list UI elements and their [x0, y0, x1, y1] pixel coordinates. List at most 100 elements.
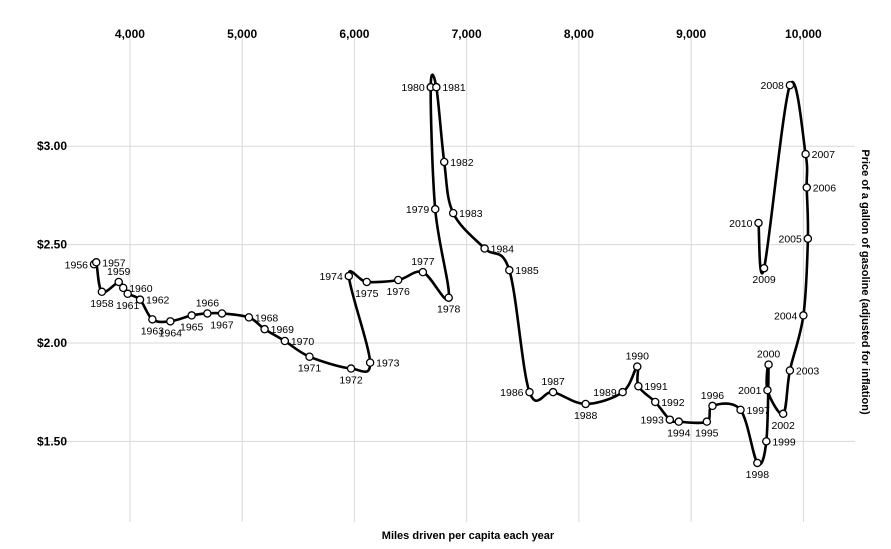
data-point [764, 360, 773, 369]
data-point [618, 387, 627, 397]
point-labels: 1956 1957 1958 1959 1960 1961 1962 196319641965… [65, 80, 837, 481]
data-point [344, 271, 354, 281]
point-label: 1964 [159, 327, 183, 339]
point-label: 1975 [355, 288, 379, 300]
data-point [444, 293, 453, 302]
y-tick-label: $2.00 [37, 336, 67, 350]
data-point [665, 415, 675, 424]
data-point [148, 315, 157, 324]
data-point [203, 309, 212, 318]
point-label: 2000 [757, 349, 781, 361]
point-label: 1968 [255, 312, 279, 324]
data-point [708, 401, 717, 411]
data-point [778, 409, 788, 419]
point-label: 1983 [459, 208, 483, 220]
data-point [674, 417, 684, 426]
data-point [135, 295, 145, 304]
data-point [432, 82, 441, 92]
data-point [702, 417, 712, 426]
y-tick-label: $3.00 [37, 139, 67, 153]
point-label: 1972 [339, 375, 363, 387]
point-label: 2008 [761, 80, 785, 92]
point-label: 1959 [107, 266, 131, 278]
data-points [89, 80, 813, 468]
y-axis-ticks: $1.50 $2.00 $2.50 $3.00 [37, 139, 67, 448]
point-label: 1960 [129, 283, 153, 295]
point-label: 1980 [401, 82, 425, 94]
point-label: 1984 [491, 244, 515, 256]
point-label: 1994 [667, 428, 691, 440]
data-point [505, 265, 514, 275]
data-point [525, 387, 534, 397]
data-point [548, 387, 558, 397]
point-label: 1978 [437, 304, 461, 316]
data-point [759, 263, 769, 273]
data-point [801, 149, 810, 159]
point-label: 1981 [442, 82, 466, 94]
data-point [92, 258, 101, 267]
point-label: 1965 [180, 321, 204, 333]
point-label: 2007 [812, 149, 836, 161]
x-tick-label: 10,000 [785, 27, 822, 41]
point-label: 1997 [747, 405, 771, 417]
point-label: 2005 [779, 234, 803, 246]
x-tick-label: 6,000 [339, 27, 369, 41]
point-label: 1961 [116, 300, 140, 312]
point-label: 1969 [271, 324, 295, 336]
data-point [418, 267, 428, 277]
data-point [123, 289, 132, 299]
point-label: 1967 [210, 319, 234, 331]
data-point [802, 183, 811, 192]
point-label: 1987 [541, 376, 565, 388]
data-point [362, 277, 372, 287]
point-label: 2002 [771, 420, 795, 432]
data-point [114, 277, 123, 287]
point-label: 1996 [701, 390, 725, 402]
point-label: 1998 [746, 469, 770, 481]
point-label: 1993 [640, 415, 664, 427]
point-label: 2009 [752, 274, 776, 286]
data-point [244, 313, 254, 322]
x-axis-label: Miles driven per capita each year [382, 530, 555, 542]
trend-line [92, 73, 810, 466]
data-point [785, 80, 795, 90]
x-tick-label: 4,000 [115, 27, 145, 41]
point-label: 2004 [774, 310, 798, 322]
data-point [118, 283, 128, 293]
point-label: 1995 [695, 428, 719, 440]
data-point [97, 287, 107, 297]
data-point [763, 385, 772, 395]
point-label: 1979 [406, 204, 430, 216]
point-label: 1985 [515, 265, 539, 277]
data-point [280, 336, 290, 346]
x-tick-label: 8,000 [564, 27, 594, 41]
data-point [346, 364, 356, 373]
point-label: 1963 [141, 325, 165, 337]
data-point [166, 317, 175, 326]
point-label: 1962 [146, 295, 170, 307]
point-label: 1990 [626, 351, 650, 363]
data-point [480, 244, 489, 253]
data-point [365, 358, 375, 367]
data-point [754, 218, 763, 228]
point-label: 1973 [376, 358, 400, 370]
point-label: 1970 [291, 336, 315, 348]
data-point [634, 381, 643, 391]
data-point [736, 405, 745, 415]
point-label: 1986 [500, 387, 524, 399]
point-label: 1982 [450, 157, 474, 169]
data-point [762, 437, 771, 446]
point-label: 2003 [796, 366, 820, 378]
point-label: 1988 [574, 410, 598, 422]
point-label: 1999 [772, 436, 796, 448]
point-label: 1971 [298, 363, 322, 375]
point-label: 2006 [813, 183, 837, 195]
data-point [633, 362, 642, 371]
point-label: 1958 [90, 298, 114, 310]
point-label: 1976 [387, 286, 411, 298]
data-point [430, 204, 440, 214]
point-label: 1991 [644, 381, 668, 393]
x-tick-label: 5,000 [227, 27, 257, 41]
point-label: 1989 [593, 387, 617, 399]
